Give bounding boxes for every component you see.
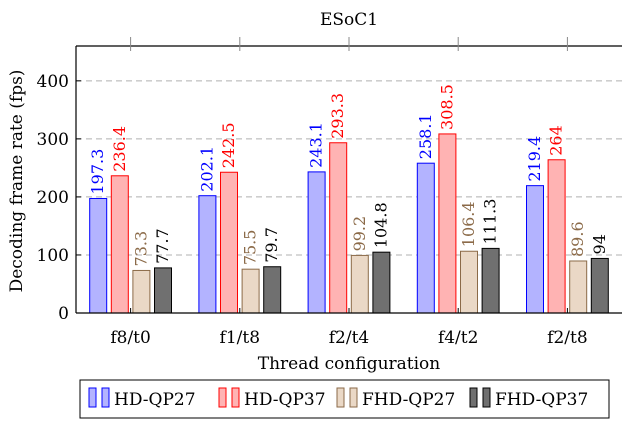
bar [241,268,260,314]
bar-value-label: 236.4 [110,126,129,172]
x-tick-label: f1/t8 [220,328,260,348]
bar [307,171,326,314]
bar-value-label: 94 [590,234,609,254]
bar-value-label: 308.5 [437,84,456,130]
legend-label: HD-QP27 [114,390,196,410]
y-tick-label: 400 [37,72,69,92]
legend-swatch [469,387,478,408]
y-tick-label: 300 [37,130,69,150]
bar-value-label: 243.1 [307,122,326,168]
y-tick-label: 0 [58,304,69,324]
bar [547,159,566,314]
legend: HD-QP27 HD-QP37 FHD-QP27 FHD-QP37 [79,379,610,419]
y-tick-label: 200 [37,188,69,208]
bar [481,247,500,314]
bar-value-label: 79.7 [262,227,281,263]
chart-title: ESoC1 [320,10,378,30]
legend-swatch [88,387,97,408]
bar-value-label: 264 [547,125,566,156]
y-axis-label: Decoding frame rate (fps) [7,70,27,293]
bar-value-label: 258.1 [416,113,435,159]
legend-swatch [218,387,227,408]
bar-value-label: 111.3 [481,199,500,245]
bar-value-label: 73.3 [131,231,150,267]
bar [438,133,457,314]
bar-value-label: 106.4 [459,201,478,247]
bar [416,162,435,314]
x-axis-label: Thread configuration [258,354,441,374]
bar [350,254,369,314]
bar [460,250,478,314]
bar [569,260,588,314]
bars [89,133,609,314]
legend-label: FHD-QP27 [362,390,455,410]
legend-swatch [101,387,110,408]
bar [89,197,108,314]
bar-value-label: 242.5 [219,122,238,168]
bar-value-label: 89.6 [568,221,587,257]
bar [526,185,544,314]
bar-value-label: 197.3 [88,149,107,195]
bar [198,195,217,314]
x-tick-label: f4/t2 [438,328,478,348]
bar [132,269,151,314]
bar [372,251,391,314]
legend-label: FHD-QP37 [495,390,588,410]
x-tick-label: f2/t8 [547,328,587,348]
x-tick-label: f8/t0 [110,328,150,348]
legend-swatch [482,387,491,408]
legend-swatch [336,387,345,408]
bar-value-label: 219.4 [525,136,544,182]
bar-value-label: 99.2 [350,216,369,252]
bar-value-label: 77.7 [153,228,172,264]
legend-swatch [231,387,240,408]
bar [329,142,348,314]
bar [110,175,129,314]
bar-value-label: 75.5 [241,230,260,266]
bar-value-label: 293.3 [328,93,347,139]
bar-value-label: 202.1 [197,146,216,192]
bar [220,171,238,314]
x-tick-label: f2/t4 [329,328,369,348]
ticks: 0 100 200 300 400 f8/t0 f1/t8 f2/t4 f4/t2 f2/t8 [37,37,588,348]
bar-value-label: 104.8 [371,202,390,248]
bar [154,267,172,314]
legend-label: HD-QP37 [244,390,326,410]
bar [590,257,609,314]
bar [263,266,282,314]
legend-swatch [349,387,358,408]
y-tick-label: 100 [37,246,69,266]
